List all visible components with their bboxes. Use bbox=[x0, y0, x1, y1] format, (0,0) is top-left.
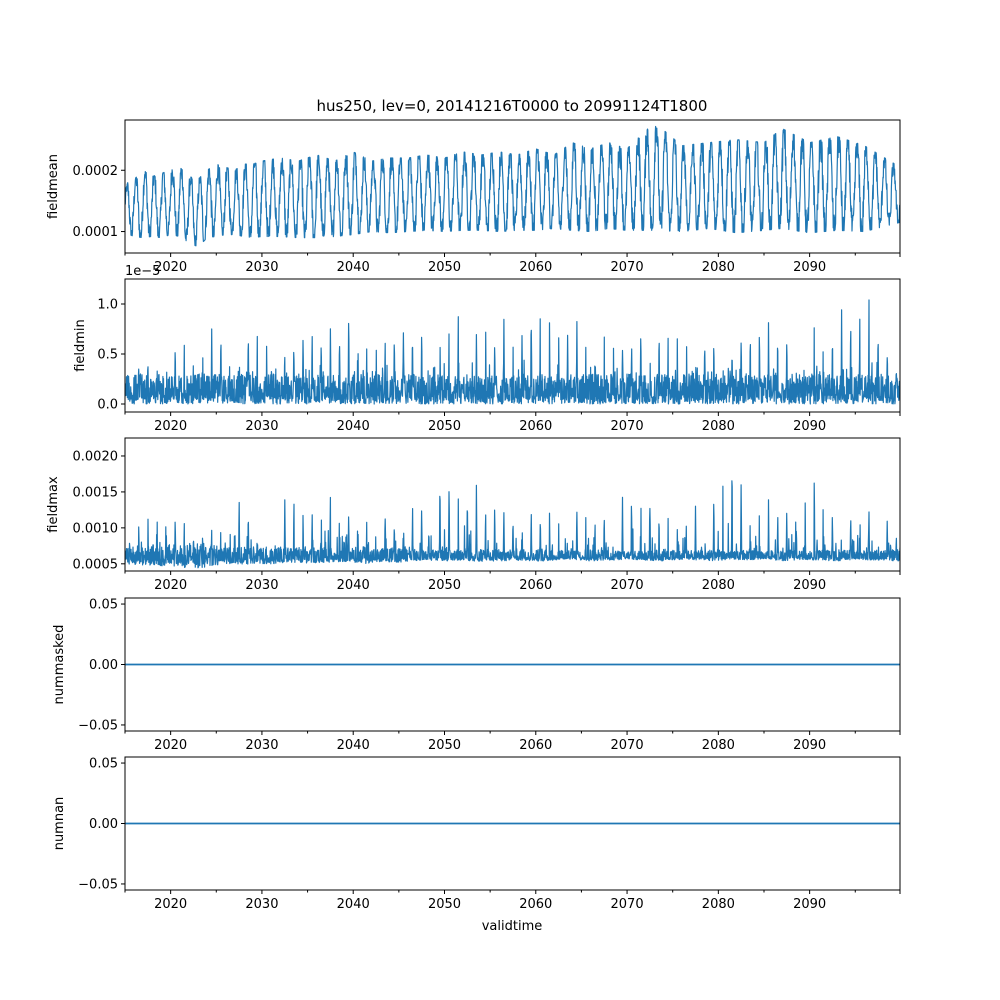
x-tick-label: 2060 bbox=[519, 897, 552, 912]
y-tick-label: 0.0002 bbox=[73, 164, 119, 179]
x-tick-label: 2020 bbox=[154, 578, 187, 593]
x-tick-label: 2090 bbox=[793, 897, 826, 912]
x-tick-label: 2050 bbox=[428, 260, 461, 275]
x-tick-label: 2090 bbox=[793, 419, 826, 434]
x-tick-label: 2020 bbox=[154, 897, 187, 912]
axes-frame-fieldmean bbox=[124, 119, 901, 254]
x-tick-label: 2020 bbox=[154, 419, 187, 434]
x-tick-label: 2030 bbox=[245, 738, 278, 753]
x-tick-label: 2060 bbox=[519, 260, 552, 275]
x-tick-label: 2050 bbox=[428, 897, 461, 912]
y-axis-label-nummasked: nummasked bbox=[52, 625, 67, 705]
y-axis-label-fieldmax: fieldmax bbox=[46, 476, 61, 533]
y-axis-label-numnan: numnan bbox=[52, 797, 67, 851]
panel-numnan: 2020 2030 2040 2050 2060 2070 2080 2090 −0.05 0.0… bbox=[52, 756, 901, 912]
y-tick-label: 0.00 bbox=[89, 817, 118, 832]
x-axis-label: validtime bbox=[482, 919, 543, 934]
y-axis-label-fieldmean: fieldmean bbox=[46, 154, 61, 219]
x-tick-label: 2070 bbox=[611, 738, 644, 753]
x-tick-label: 2040 bbox=[337, 897, 370, 912]
x-tick-label: 2070 bbox=[611, 260, 644, 275]
x-tick-label: 2030 bbox=[245, 578, 278, 593]
x-tick-label: 2080 bbox=[702, 897, 735, 912]
series-line-fieldmin bbox=[125, 299, 900, 405]
x-tick-label: 2080 bbox=[702, 260, 735, 275]
y-tick-label: 0.0010 bbox=[73, 521, 119, 536]
series-line-fieldmax bbox=[125, 480, 900, 569]
x-tick-label: 2040 bbox=[337, 260, 370, 275]
x-tick-label: 2090 bbox=[793, 260, 826, 275]
x-tick-label: 2070 bbox=[611, 578, 644, 593]
y-tick-label: −0.05 bbox=[78, 718, 118, 733]
x-tick-label: 2080 bbox=[702, 419, 735, 434]
y-offset-text: 1e−5 bbox=[125, 264, 160, 279]
x-tick-label: 2090 bbox=[793, 738, 826, 753]
axes-frame-fieldmax bbox=[124, 437, 901, 572]
axes-frame-fieldmin bbox=[124, 278, 901, 413]
x-tick-label: 2050 bbox=[428, 578, 461, 593]
panel-nummasked: 2020 2030 2040 2050 2060 2070 2080 2090 −0.05 0.0… bbox=[52, 597, 901, 753]
x-tick-label: 2060 bbox=[519, 578, 552, 593]
y-tick-label: 0.00 bbox=[89, 658, 118, 673]
x-tick-label: 2020 bbox=[154, 738, 187, 753]
x-tick-label: 2030 bbox=[245, 419, 278, 434]
chart-title: hus250, lev=0, 20141216T0000 to 20991124… bbox=[317, 97, 708, 115]
y-tick-label: 0.05 bbox=[89, 598, 118, 613]
x-tick-label: 2070 bbox=[611, 897, 644, 912]
x-tick-label: 2040 bbox=[337, 419, 370, 434]
x-tick-label: 2040 bbox=[337, 578, 370, 593]
y-tick-label: 0.0001 bbox=[73, 225, 119, 240]
panel-fieldmax: 2020 2030 2040 2050 2060 2070 2080 2090 0.0005 0.… bbox=[46, 437, 901, 593]
x-tick-label: 2020 bbox=[154, 260, 187, 275]
x-tick-label: 2030 bbox=[245, 260, 278, 275]
x-tick-label: 2040 bbox=[337, 738, 370, 753]
y-tick-label: −0.05 bbox=[78, 877, 118, 892]
panels: 2020 2030 2040 2050 2060 2070 2080 2090 0.0001 0.… bbox=[46, 119, 901, 912]
y-tick-label: 0.0005 bbox=[73, 557, 119, 572]
panel-fieldmean: 2020 2030 2040 2050 2060 2070 2080 2090 0.0001 0.… bbox=[46, 119, 901, 275]
x-tick-label: 2080 bbox=[702, 738, 735, 753]
y-tick-label: 0.0 bbox=[97, 398, 118, 413]
y-axis-label-fieldmin: fieldmin bbox=[73, 319, 88, 372]
y-tick-label: 0.5 bbox=[97, 348, 118, 363]
series-line-fieldmean bbox=[125, 125, 900, 247]
y-tick-label: 0.0020 bbox=[73, 449, 119, 464]
x-tick-label: 2060 bbox=[519, 738, 552, 753]
x-tick-label: 2090 bbox=[793, 578, 826, 593]
y-tick-label: 0.0015 bbox=[73, 485, 119, 500]
x-tick-label: 2080 bbox=[702, 578, 735, 593]
x-tick-label: 2050 bbox=[428, 419, 461, 434]
panel-fieldmin: 2020 2030 2040 2050 2060 2070 2080 2090 0.0 0.5 1.… bbox=[73, 264, 901, 434]
x-tick-label: 2050 bbox=[428, 738, 461, 753]
x-tick-label: 2030 bbox=[245, 897, 278, 912]
y-tick-label: 0.05 bbox=[89, 757, 118, 772]
x-tick-label: 2060 bbox=[519, 419, 552, 434]
x-tick-label: 2070 bbox=[611, 419, 644, 434]
y-tick-label: 1.0 bbox=[97, 298, 118, 313]
